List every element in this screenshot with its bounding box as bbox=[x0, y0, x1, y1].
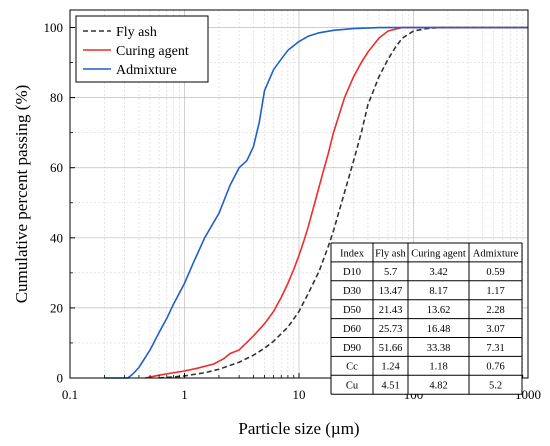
data-table: Index Fly ash Curing agent Admixture D10 5.7 3… bbox=[330, 242, 523, 395]
table-header-cell: Curing agent bbox=[411, 248, 466, 259]
legend-label: Curing agent bbox=[116, 44, 189, 59]
table-cell: 25.73 bbox=[379, 324, 403, 335]
legend-box bbox=[75, 15, 209, 83]
y-axis-label: Cumulative percent passing (%) bbox=[12, 85, 31, 304]
table-cell: 5.2 bbox=[489, 381, 502, 392]
table-cell: 1.24 bbox=[381, 362, 400, 373]
legend: Fly ash Curing agent Admixture bbox=[75, 15, 209, 83]
table-cell: 7.31 bbox=[486, 343, 504, 354]
y-tick-label: 60 bbox=[50, 160, 63, 175]
table-cell: 0.59 bbox=[486, 267, 504, 278]
table-cell: 2.28 bbox=[486, 305, 504, 316]
table-cell: 13.47 bbox=[379, 286, 403, 297]
table-cell: D90 bbox=[343, 343, 361, 354]
table-cell: 51.66 bbox=[379, 343, 403, 354]
table-cell: Cu bbox=[346, 381, 359, 392]
grid bbox=[69, 10, 529, 379]
table-header-cell: Admixture bbox=[473, 248, 519, 259]
table-cell: D10 bbox=[343, 267, 361, 278]
legend-label: Fly ash bbox=[116, 25, 157, 40]
table-cell: 4.51 bbox=[381, 381, 399, 392]
y-tick-label: 100 bbox=[44, 20, 64, 35]
x-axis-label: Particle size (µm) bbox=[238, 419, 359, 438]
table-cell: D30 bbox=[343, 286, 361, 297]
legend-label: Admixture bbox=[116, 63, 177, 78]
table-cell: 4.82 bbox=[429, 381, 447, 392]
table-cell: 3.07 bbox=[486, 324, 504, 335]
series-line-fly-ash bbox=[159, 26, 528, 379]
table-cell: 1.17 bbox=[486, 286, 504, 297]
table-cell: 21.43 bbox=[379, 305, 403, 316]
table-header-cell: Index bbox=[340, 248, 365, 259]
series-line-curing-agent bbox=[144, 26, 528, 379]
y-tick-label: 0 bbox=[57, 371, 64, 386]
series-line-admixture bbox=[104, 26, 528, 379]
series-lines bbox=[104, 26, 528, 379]
x-tick-label: 0.1 bbox=[62, 387, 78, 402]
table-cell: 13.62 bbox=[427, 305, 451, 316]
table-cell: 3.42 bbox=[429, 267, 447, 278]
table-cell: 5.7 bbox=[384, 267, 397, 278]
table-cell: 8.17 bbox=[429, 286, 447, 297]
table-cell: 16.48 bbox=[427, 324, 451, 335]
table-header-cell: Fly ash bbox=[375, 248, 406, 259]
y-tick-label: 20 bbox=[50, 300, 63, 315]
x-tick-label: 1 bbox=[181, 387, 188, 402]
x-tick-label: 10 bbox=[293, 387, 306, 402]
y-tick-label: 40 bbox=[50, 230, 63, 245]
y-tick-label: 80 bbox=[50, 90, 63, 105]
table-cell: 33.38 bbox=[427, 343, 451, 354]
table-cell: 1.18 bbox=[429, 362, 447, 373]
table-cell: 0.76 bbox=[486, 362, 504, 373]
table-lines bbox=[330, 242, 523, 395]
table-cell: D50 bbox=[343, 305, 361, 316]
table-cell: Cc bbox=[346, 362, 358, 373]
table-cell: D60 bbox=[343, 324, 361, 335]
